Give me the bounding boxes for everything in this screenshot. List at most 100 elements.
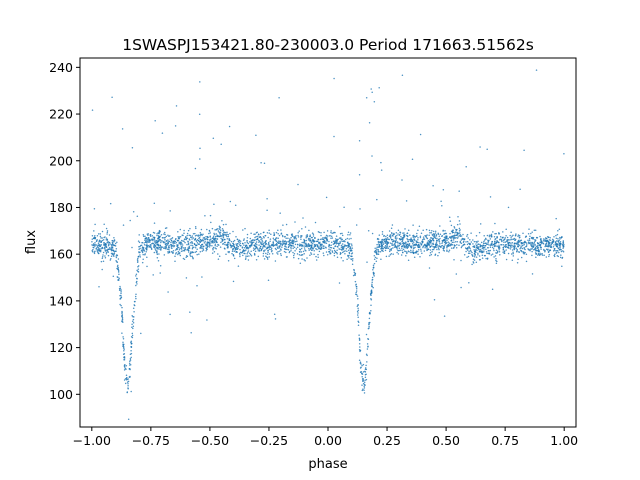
data-point: [359, 208, 361, 210]
data-point: [123, 349, 125, 352]
data-point: [519, 240, 521, 243]
data-point: [364, 367, 367, 369]
data-point: [265, 252, 267, 255]
data-point: [404, 228, 406, 230]
data-point: [193, 243, 196, 246]
data-point: [560, 254, 562, 256]
data-point: [139, 254, 141, 256]
data-point: [527, 248, 529, 250]
data-point: [137, 257, 139, 260]
data-point: [460, 239, 463, 241]
data-point: [209, 236, 211, 238]
data-point: [392, 238, 394, 241]
data-point: [499, 235, 502, 238]
data-point: [279, 240, 281, 242]
data-point: [253, 239, 256, 242]
data-point: [233, 239, 236, 242]
data-point: [214, 247, 216, 249]
data-point: [227, 235, 230, 238]
data-point: [237, 247, 239, 250]
data-point: [123, 359, 126, 361]
data-point: [357, 307, 359, 310]
data-point: [100, 260, 103, 263]
data-point: [476, 249, 478, 251]
data-point: [149, 244, 152, 246]
data-point: [273, 234, 276, 237]
data-point: [268, 245, 270, 248]
data-point: [414, 246, 416, 249]
data-point: [385, 246, 388, 249]
data-point: [463, 238, 465, 241]
data-point: [386, 238, 388, 240]
data-point: [266, 198, 268, 200]
data-point: [142, 258, 144, 260]
data-point: [520, 239, 523, 242]
data-point: [164, 233, 166, 236]
data-point: [246, 233, 249, 236]
data-point: [377, 250, 380, 253]
data-point: [417, 238, 419, 241]
data-point: [548, 253, 551, 256]
data-point: [206, 319, 208, 321]
data-point: [160, 240, 162, 242]
data-point: [313, 246, 315, 248]
data-point: [427, 248, 430, 251]
data-point: [167, 252, 169, 254]
data-point: [137, 256, 140, 258]
data-point: [252, 247, 255, 249]
data-point: [241, 246, 244, 248]
data-point: [503, 252, 505, 254]
data-point: [121, 315, 123, 318]
data-point: [466, 243, 469, 246]
data-point: [145, 251, 147, 253]
data-point: [361, 364, 363, 367]
data-point: [113, 237, 115, 239]
data-point: [504, 246, 507, 248]
data-point: [213, 250, 216, 253]
data-point: [94, 250, 96, 253]
data-point: [378, 86, 380, 89]
data-point: [223, 238, 226, 241]
y-axis-label: flux: [24, 230, 39, 254]
data-point: [310, 253, 313, 255]
data-point: [252, 241, 255, 243]
data-point: [393, 246, 396, 248]
data-point: [290, 239, 292, 242]
data-point: [500, 240, 503, 242]
data-point: [158, 239, 160, 242]
data-point: [293, 252, 296, 255]
data-point: [542, 242, 544, 244]
data-point: [190, 251, 192, 253]
data-point: [268, 248, 271, 250]
data-point: [300, 235, 302, 237]
data-point: [250, 255, 253, 257]
data-point: [357, 309, 360, 311]
data-point: [432, 246, 434, 248]
data-point: [192, 256, 194, 259]
data-point: [176, 244, 178, 246]
data-point: [115, 250, 117, 252]
data-point: [483, 254, 486, 257]
data-point: [432, 243, 435, 246]
data-point: [107, 248, 109, 251]
data-point: [500, 244, 503, 246]
data-point: [438, 251, 440, 254]
data-point: [184, 247, 187, 249]
data-point: [452, 239, 455, 241]
data-point: [120, 304, 122, 307]
data-point: [465, 250, 467, 253]
data-point: [299, 243, 301, 245]
data-point: [469, 243, 471, 246]
data-point: [338, 282, 341, 284]
data-point: [262, 252, 265, 255]
data-point: [380, 241, 382, 243]
data-point: [253, 244, 256, 246]
data-point: [405, 245, 408, 247]
data-point: [301, 258, 303, 260]
data-point: [381, 231, 384, 233]
data-point: [490, 235, 492, 238]
data-point: [214, 235, 217, 238]
data-point: [348, 238, 350, 240]
data-point: [123, 357, 126, 359]
data-point: [520, 242, 522, 244]
